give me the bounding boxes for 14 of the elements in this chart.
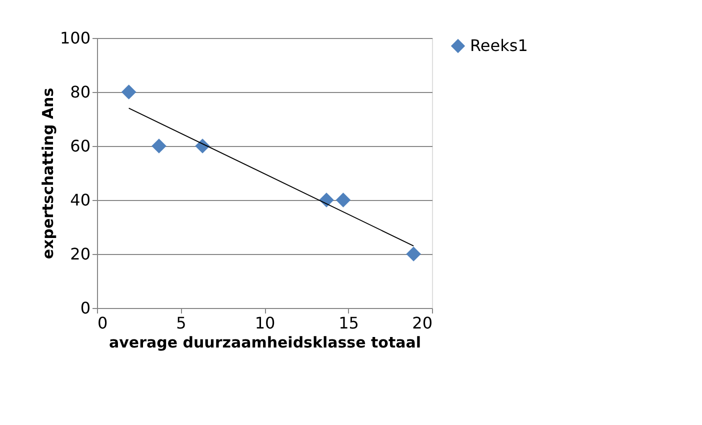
y-tick-label: 0 — [80, 298, 90, 318]
x-tick-label: 10 — [254, 314, 276, 332]
y-tick-label: 100 — [60, 28, 90, 48]
y-tick-label: 20 — [70, 244, 90, 264]
x-tick-label: 15 — [338, 314, 359, 332]
x-tick-label: 20 — [412, 314, 432, 332]
y-tick-label: 60 — [70, 136, 90, 156]
x-tick-label: 0 — [98, 314, 108, 332]
legend-label: Reeks1 — [470, 36, 528, 55]
y-axis-title: expertschatting Ans — [38, 88, 57, 260]
y-tick-label: 40 — [70, 190, 90, 210]
x-tick-label: 5 — [176, 314, 186, 332]
x-axis-title: average duurzaamheidsklasse totaal — [108, 334, 422, 352]
y-tick-label: 80 — [70, 82, 90, 102]
